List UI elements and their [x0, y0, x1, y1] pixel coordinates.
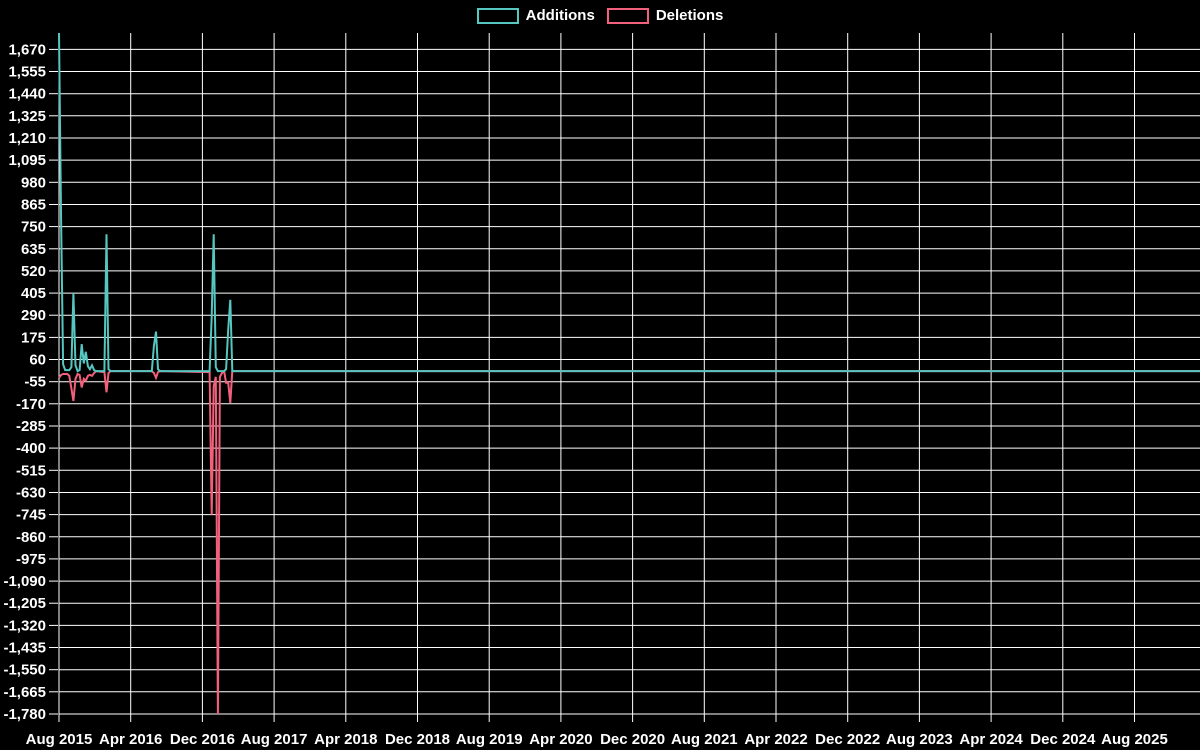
legend-item-deletions[interactable]: Deletions — [606, 7, 724, 25]
legend-item-additions[interactable]: Additions — [476, 7, 595, 25]
additions-legend-label: Additions — [525, 7, 595, 24]
additions-swatch-icon — [476, 8, 519, 24]
y-tick-label: -1,665 — [3, 684, 46, 701]
deletions-line — [58, 369, 1200, 715]
x-tick-label: Aug 2019 — [456, 731, 523, 748]
y-tick-label: -1,780 — [3, 706, 46, 723]
x-tick-label: Dec 2024 — [1030, 731, 1096, 748]
y-tick-label: 750 — [21, 219, 46, 236]
x-tick-label: Apr 2020 — [529, 731, 592, 748]
y-tick-label: 405 — [21, 285, 46, 302]
y-tick-label: 635 — [21, 241, 46, 258]
y-tick-label: -1,090 — [3, 573, 46, 590]
y-tick-label: -630 — [16, 485, 46, 502]
y-tick-label: 175 — [21, 329, 46, 346]
deletions-swatch-icon — [606, 8, 649, 24]
y-tick-label: 865 — [21, 197, 46, 214]
y-tick-label: 1,670 — [8, 41, 46, 58]
y-tick-label: -975 — [16, 551, 46, 568]
y-tick-label: 60 — [29, 352, 46, 369]
x-tick-label: Dec 2020 — [600, 731, 665, 748]
y-tick-label: 520 — [21, 263, 46, 280]
y-tick-label: 1,440 — [8, 86, 46, 103]
y-tick-label: -170 — [16, 396, 46, 413]
y-tick-label: 980 — [21, 174, 46, 191]
x-tick-label: Aug 2023 — [886, 731, 953, 748]
y-tick-label: -1,550 — [3, 662, 46, 679]
y-tick-label: 1,210 — [8, 130, 46, 147]
y-tick-label: -515 — [16, 462, 46, 479]
x-tick-label: Aug 2025 — [1101, 731, 1168, 748]
additions-line — [58, 32, 1200, 373]
x-tick-label: Aug 2021 — [671, 731, 738, 748]
y-tick-label: -400 — [16, 440, 46, 457]
y-tick-label: 1,555 — [8, 64, 46, 81]
deletions-legend-label: Deletions — [655, 7, 724, 24]
x-tick-label: Aug 2017 — [241, 731, 308, 748]
chart-legend: Additions Deletions — [0, 7, 1200, 25]
x-tick-label: Aug 2015 — [26, 731, 93, 748]
x-tick-label: Dec 2022 — [815, 731, 880, 748]
y-tick-label: -285 — [16, 418, 46, 435]
x-tick-label: Apr 2016 — [99, 731, 162, 748]
y-tick-label: -860 — [16, 529, 46, 546]
y-tick-label: -1,435 — [3, 640, 46, 657]
y-tick-label: 1,095 — [8, 152, 46, 169]
x-tick-label: Dec 2018 — [385, 731, 450, 748]
y-tick-label: -1,205 — [3, 595, 46, 612]
y-tick-label: -55 — [24, 374, 46, 391]
x-tick-label: Apr 2024 — [959, 731, 1023, 748]
x-tick-label: Dec 2016 — [170, 731, 235, 748]
y-tick-label: -1,320 — [3, 617, 46, 634]
x-tick-label: Apr 2018 — [314, 731, 377, 748]
y-tick-label: -745 — [16, 507, 46, 524]
y-tick-label: 1,325 — [8, 108, 46, 125]
x-tick-label: Apr 2022 — [744, 731, 807, 748]
y-tick-label: 290 — [21, 307, 46, 324]
